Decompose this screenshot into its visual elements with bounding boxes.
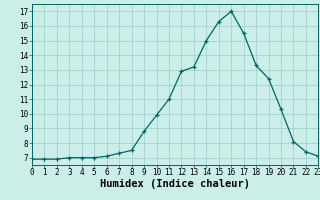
X-axis label: Humidex (Indice chaleur): Humidex (Indice chaleur)	[100, 179, 250, 189]
